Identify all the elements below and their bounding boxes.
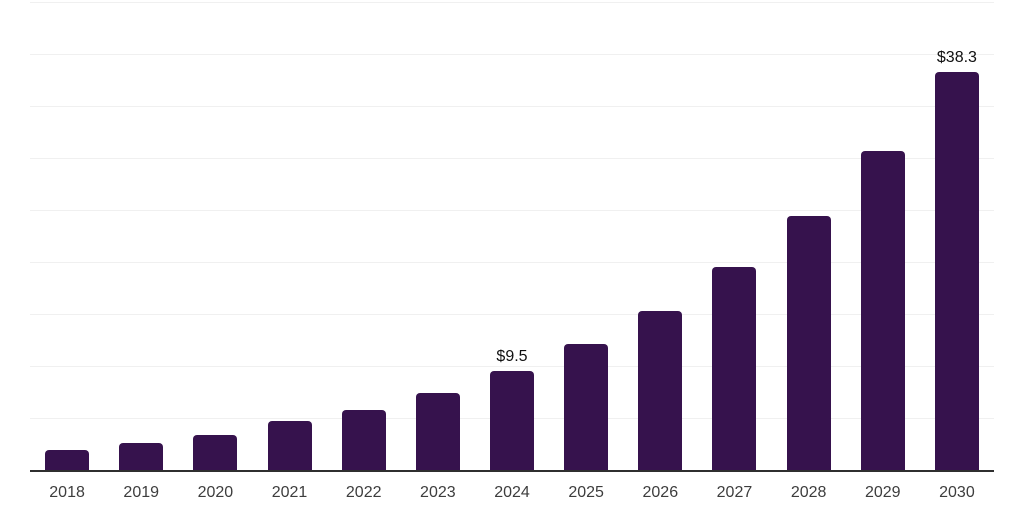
bar-2023 [415, 393, 460, 470]
bar-2029 [860, 150, 905, 470]
x-tick-label-2029: 2029 [864, 484, 901, 501]
gridline-35 [30, 106, 994, 107]
gridline-45 [30, 2, 994, 3]
x-tick-label-2024: 2024 [494, 484, 530, 501]
x-tick-label-2027: 2027 [716, 484, 753, 501]
x-tick-label-2020: 2020 [197, 484, 234, 501]
bar-2030 [934, 71, 979, 470]
data-label-2030: $38.3 [936, 48, 977, 66]
bar-2024 [490, 371, 534, 470]
gridline-30 [30, 158, 994, 159]
x-tick-label-2023: 2023 [420, 484, 456, 501]
gridline-15 [30, 314, 994, 315]
x-tick-label-2030: 2030 [939, 484, 975, 501]
bar-2028 [786, 216, 831, 470]
bar-2019 [119, 442, 164, 470]
bar-2020 [193, 434, 238, 470]
gridline-10 [30, 366, 994, 367]
bar-2018 [45, 450, 90, 470]
x-tick-label-2022: 2022 [345, 484, 382, 501]
bar-2021 [267, 421, 312, 470]
bar-2027 [712, 267, 757, 470]
gridline-25 [30, 210, 994, 211]
bar-2025 [564, 344, 609, 470]
x-axis-line [30, 470, 994, 472]
x-tick-label-2026: 2026 [642, 484, 679, 501]
x-tick-label-2021: 2021 [271, 484, 308, 501]
x-tick-label-2019: 2019 [123, 484, 160, 501]
x-tick-label-2018: 2018 [49, 484, 85, 501]
x-tick-label-2028: 2028 [790, 484, 827, 501]
bar-2026 [638, 310, 683, 470]
gridline-40 [30, 54, 994, 55]
x-tick-label-2025: 2025 [568, 484, 604, 501]
data-label-2024: $9.5 [496, 348, 528, 366]
gridline-20 [30, 262, 994, 263]
bar-2022 [341, 409, 386, 470]
